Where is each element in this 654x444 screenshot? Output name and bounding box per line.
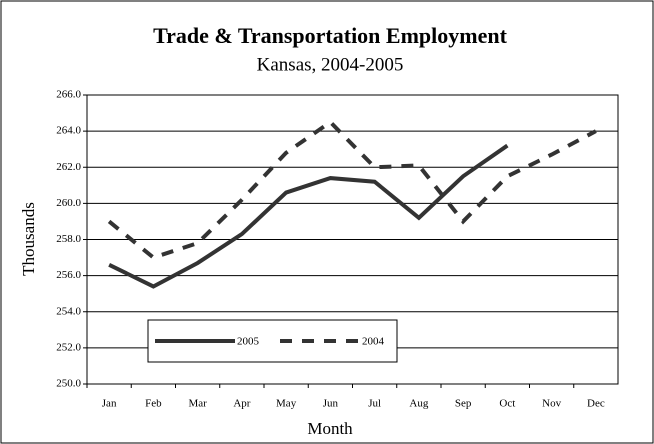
x-tick-label: Oct (499, 398, 515, 410)
y-tick-label: 266.0 (56, 89, 81, 101)
legend-label: 2005 (237, 336, 260, 348)
x-tick-label: Aug (409, 398, 428, 410)
x-tick-label: Apr (233, 398, 250, 410)
x-tick-label: Jul (368, 398, 381, 410)
y-tick-label: 262.0 (56, 161, 81, 173)
x-tick-label: Sep (455, 398, 472, 410)
x-tick-label: Jun (323, 398, 339, 410)
chart-title: Trade & Transportation Employment (153, 23, 508, 48)
series-line (108, 143, 509, 289)
y-tick-label: 256.0 (56, 269, 81, 281)
x-tick-label: Jan (102, 398, 117, 410)
x-axis-label: Month (307, 419, 353, 438)
x-tick-label: May (276, 398, 297, 410)
y-tick-label: 254.0 (56, 305, 81, 317)
x-tick-label: Mar (188, 398, 207, 410)
series-line (107, 119, 597, 260)
x-tick-label: Dec (587, 398, 605, 410)
y-tick-label: 260.0 (56, 197, 81, 209)
x-tick-label: Nov (542, 398, 561, 410)
y-tick-label: 258.0 (56, 233, 81, 245)
y-tick-label: 250.0 (56, 378, 81, 390)
y-axis-label: Thousands (19, 202, 38, 276)
legend-label: 2004 (362, 336, 385, 348)
y-tick-label: 264.0 (56, 125, 81, 137)
chart-subtitle: Kansas, 2004-2005 (257, 54, 404, 75)
x-tick-label: Feb (145, 398, 162, 410)
y-tick-label: 252.0 (56, 341, 81, 353)
